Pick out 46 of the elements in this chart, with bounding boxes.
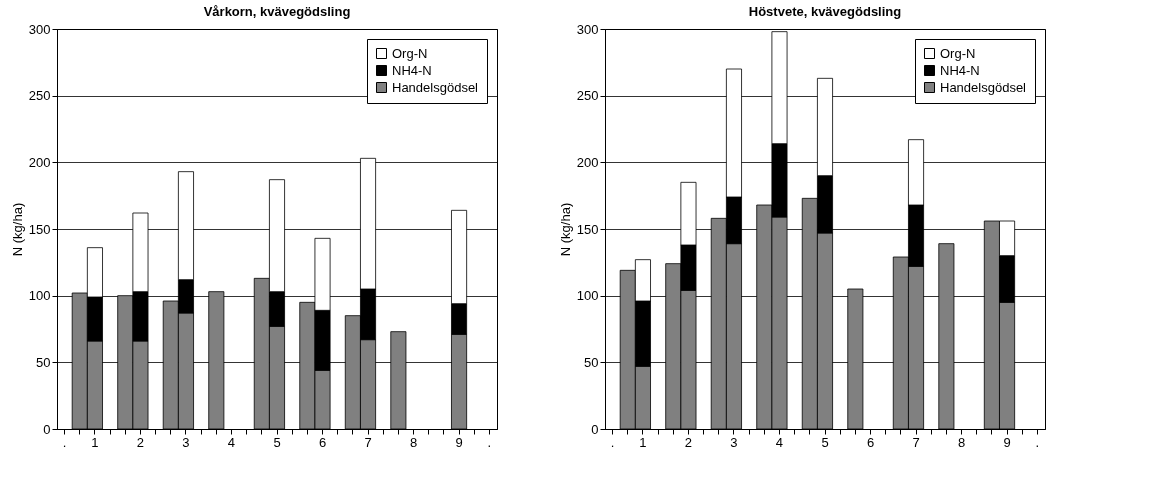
y-tick-label: 0	[43, 421, 51, 437]
x-tick-label: 2	[684, 434, 693, 450]
x-tick-label: 3	[182, 434, 190, 450]
x-tick-label: 5	[821, 434, 829, 450]
chart-title: Vårkorn, kvävegödsling	[203, 4, 351, 19]
y-tick-label: 250	[576, 88, 599, 104]
y-axis-title: N (kg/ha)	[557, 202, 573, 257]
x-tick-label: 2	[136, 434, 145, 450]
y-tick-label: 50	[36, 354, 51, 370]
x-tick-label: .	[1035, 434, 1040, 450]
x-tick-label: .	[610, 434, 615, 450]
x-tick-label: 6	[318, 434, 327, 450]
x-tick-label: 5	[273, 434, 281, 450]
y-tick-label: 100	[576, 288, 599, 304]
legend-label: Org-N	[940, 45, 976, 61]
y-tick-label: 300	[28, 21, 51, 37]
y-tick-label: 200	[576, 154, 599, 170]
legend-label: NH4-N	[392, 62, 432, 78]
x-tick-label: 8	[409, 434, 418, 450]
x-tick-label: 1	[91, 434, 99, 450]
x-tick-label: 4	[227, 434, 236, 450]
x-tick-label: 3	[730, 434, 738, 450]
x-tick-label: 1	[639, 434, 647, 450]
y-tick-label: 100	[28, 288, 51, 304]
y-tick-label: 0	[591, 421, 599, 437]
chart-title: Höstvete, kvävegödsling	[748, 4, 902, 19]
x-tick-label: 7	[912, 434, 920, 450]
y-tick-label: 300	[576, 21, 599, 37]
y-axis-title: N (kg/ha)	[9, 202, 25, 257]
legend-label: Handelsgödsel	[392, 79, 479, 95]
x-tick-label: 6	[866, 434, 875, 450]
x-tick-label: 4	[775, 434, 784, 450]
x-tick-label: 7	[364, 434, 372, 450]
x-tick-label: 9	[1003, 434, 1011, 450]
x-tick-label: .	[487, 434, 492, 450]
legend-label: Handelsgödsel	[940, 79, 1027, 95]
x-tick-label: 8	[957, 434, 966, 450]
y-tick-label: 150	[576, 221, 599, 237]
y-tick-label: 150	[28, 221, 51, 237]
legend-label: Org-N	[392, 45, 428, 61]
x-tick-label: 9	[455, 434, 463, 450]
y-tick-label: 200	[28, 154, 51, 170]
x-tick-label: .	[62, 434, 67, 450]
legend-label: NH4-N	[940, 62, 980, 78]
y-tick-label: 50	[584, 354, 599, 370]
y-tick-label: 250	[28, 88, 51, 104]
